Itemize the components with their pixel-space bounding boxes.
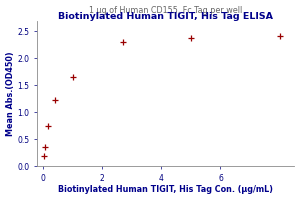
Point: [52, 99, 57, 102]
Point: [70, 76, 75, 79]
Point: [277, 35, 282, 38]
Point: [45, 124, 50, 127]
Y-axis label: Mean Abs.(OD450): Mean Abs.(OD450): [6, 51, 15, 136]
Point: [121, 41, 125, 44]
Point: [43, 146, 48, 149]
Point: [188, 37, 193, 40]
Title: Biotinylated Human TIGIT, His Tag ELISA: Biotinylated Human TIGIT, His Tag ELISA: [58, 12, 273, 21]
Text: 1 μg of Human CD155, Fc Tag per well: 1 μg of Human CD155, Fc Tag per well: [89, 6, 242, 15]
X-axis label: Biotinylated Human TIGIT, His Tag Con. (μg/mL): Biotinylated Human TIGIT, His Tag Con. (…: [58, 185, 273, 194]
Point: [42, 154, 46, 157]
